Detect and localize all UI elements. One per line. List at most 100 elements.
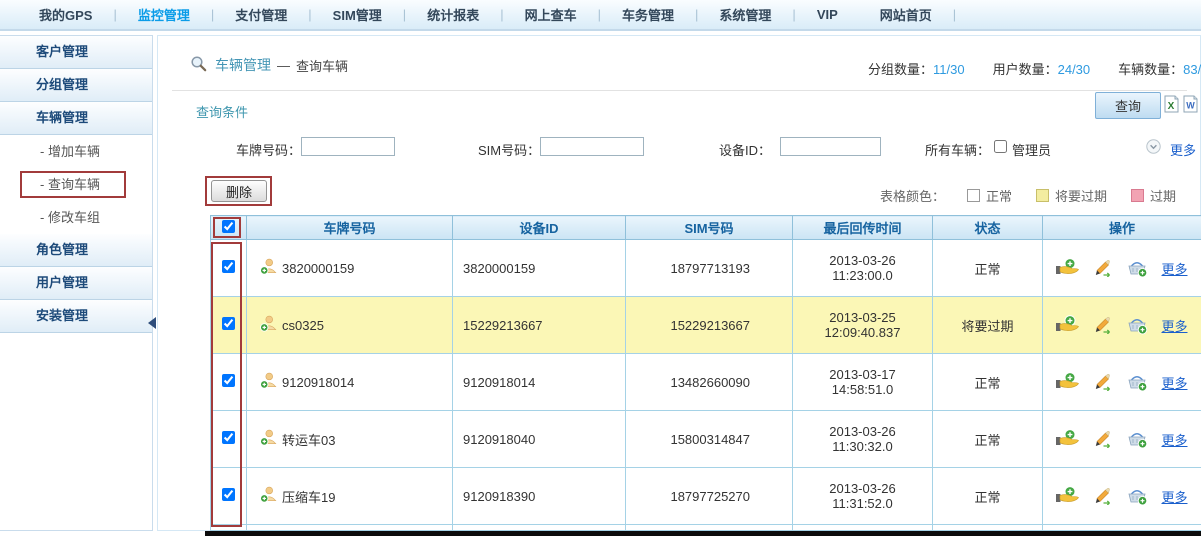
col-plate-number: 车牌号码 [246,215,453,240]
sidebar-item-role-management[interactable]: 角色管理 [0,234,152,267]
stat-label: 用户数量： [992,62,1058,77]
delete-button[interactable]: 删除 [211,180,267,202]
stat-label: 车辆数量： [1118,62,1184,77]
sidebar-collapse-icon[interactable] [148,317,156,329]
row-more-link[interactable]: 更多 [1161,489,1188,505]
plate-number: 转运车03 [282,432,336,448]
sim-number: 18797713193 [625,239,793,297]
row-more-link[interactable]: 更多 [1161,432,1188,448]
more-conditions-link[interactable]: 更多 [1170,143,1197,158]
legend-text: 将要过期 [1055,189,1108,204]
user-add-icon[interactable] [260,486,277,506]
normal-color-swatch [967,189,981,202]
row-more-link[interactable]: 更多 [1161,261,1188,277]
last-report-time: 2013-03-26 11:30:32.0 [792,410,933,468]
edit-icon[interactable] [1093,487,1113,505]
row-checkbox[interactable] [222,317,235,330]
row-checkbox[interactable] [222,260,235,273]
device-id-input[interactable] [780,137,881,156]
stat-group-count: 分组数量：11/30 [868,59,965,78]
word-export-icon[interactable]: W [1182,95,1199,116]
user-add-icon[interactable] [260,315,277,335]
recharge-icon[interactable] [1056,315,1080,335]
expiring-color-swatch [1036,189,1050,202]
breadcrumb: 车辆管理 — 查询车辆 [190,55,348,75]
admin-checkbox[interactable] [994,140,1007,153]
sidebar-item-vehicle-management[interactable]: 车辆管理 [0,102,152,135]
sidebar-item-query-vehicle[interactable]: - 查询车辆 [0,168,152,201]
edit-icon[interactable] [1093,430,1113,448]
device-id: 9120918390 [452,467,626,525]
legend-normal: 正常 [967,186,1012,205]
basket-add-icon[interactable] [1126,429,1148,449]
sidebar-item-user-management[interactable]: 用户管理 [0,267,152,300]
edit-icon[interactable] [1093,373,1113,391]
nav-my-gps[interactable]: 我的GPS [39,8,93,23]
nav-payment-management[interactable]: 支付管理 [235,8,288,23]
sidebar-item-group-management[interactable]: 分组管理 [0,69,152,102]
nav-separator: | [500,7,504,22]
user-add-icon[interactable] [260,429,277,449]
legend-expired: 过期 [1131,186,1176,205]
edit-icon[interactable] [1093,316,1113,334]
basket-add-icon[interactable] [1126,315,1148,335]
nav-site-home[interactable]: 网站首页 [879,8,932,23]
plate-number: 9120918014 [282,374,355,390]
search-button[interactable]: 查询 [1095,92,1161,119]
nav-online-vehicle-search[interactable]: 网上查车 [524,8,577,23]
quota-stats: 分组数量：11/30 用户数量：24/30 车辆数量：83/1 [840,59,1201,78]
basket-add-icon[interactable] [1126,258,1148,278]
legend-label: 表格颜色： [880,189,946,204]
stat-value: 24/30 [1057,62,1091,77]
sidebar-item-add-vehicle[interactable]: - 增加车辆 [0,135,152,168]
last-report-time: 2013-03-26 11:31:52.0 [792,467,933,525]
row-checkbox[interactable] [222,488,235,501]
sim-number: 15229213667 [625,296,793,354]
nav-monitor-management[interactable]: 监控管理 [137,8,190,23]
nav-separator: | [210,7,215,22]
sidebar-item-modify-vehicle-group[interactable]: - 修改车组 [0,201,152,234]
basket-add-icon[interactable] [1126,486,1148,506]
user-add-icon[interactable] [260,258,277,278]
nav-separator: | [952,7,957,22]
nav-vehicle-affairs[interactable]: 车务管理 [622,8,675,23]
last-report-time: 2013-03-17 14:58:51.0 [792,353,933,411]
table-row: 压缩车19 9120918390 18797725270 2013-03-26 … [210,467,1201,525]
admin-label: 管理员 [1012,143,1052,158]
nav-separator: | [597,7,601,22]
row-more-link[interactable]: 更多 [1161,375,1188,391]
recharge-icon[interactable] [1056,258,1080,278]
recharge-icon[interactable] [1056,372,1080,392]
row-checkbox[interactable] [222,374,235,387]
user-add-icon[interactable] [260,372,277,392]
excel-export-icon[interactable]: X [1163,95,1180,116]
nav-separator: | [308,7,312,22]
header-divider [172,90,1187,91]
query-conditions-title: 查询条件 [196,105,249,120]
last-report-time: 2013-03-26 11:23:00.0 [792,239,933,297]
nav-sim-management[interactable]: SIM管理 [332,8,382,23]
sidebar-item-install-management[interactable]: 安装管理 [0,300,152,333]
sidebar-item-customer-management[interactable]: 客户管理 [0,36,152,69]
col-sim-number: SIM号码 [625,215,793,240]
stat-user-count: 用户数量：24/30 [993,59,1091,78]
plate-number-input[interactable] [301,137,395,156]
nav-separator: | [792,7,796,22]
recharge-icon[interactable] [1056,486,1080,506]
nav-system-management[interactable]: 系统管理 [719,8,772,23]
query-form: 车牌号码： SIM号码： 设备ID： 所有车辆： 管理员 更多 [0,137,1201,159]
select-all-checkbox[interactable] [222,219,235,233]
sim-number-input[interactable] [540,137,644,156]
chevron-down-icon[interactable] [1146,139,1161,157]
col-actions: 操作 [1042,215,1201,240]
edit-icon[interactable] [1093,259,1113,277]
row-more-link[interactable]: 更多 [1161,318,1188,334]
nav-statistics-report[interactable]: 统计报表 [427,8,480,23]
row-checkbox[interactable] [222,431,235,444]
stat-value: 83/1 [1183,62,1201,77]
stat-label: 分组数量： [868,62,934,77]
recharge-icon[interactable] [1056,429,1080,449]
nav-vip[interactable]: VIP [816,7,838,22]
basket-add-icon[interactable] [1126,372,1148,392]
